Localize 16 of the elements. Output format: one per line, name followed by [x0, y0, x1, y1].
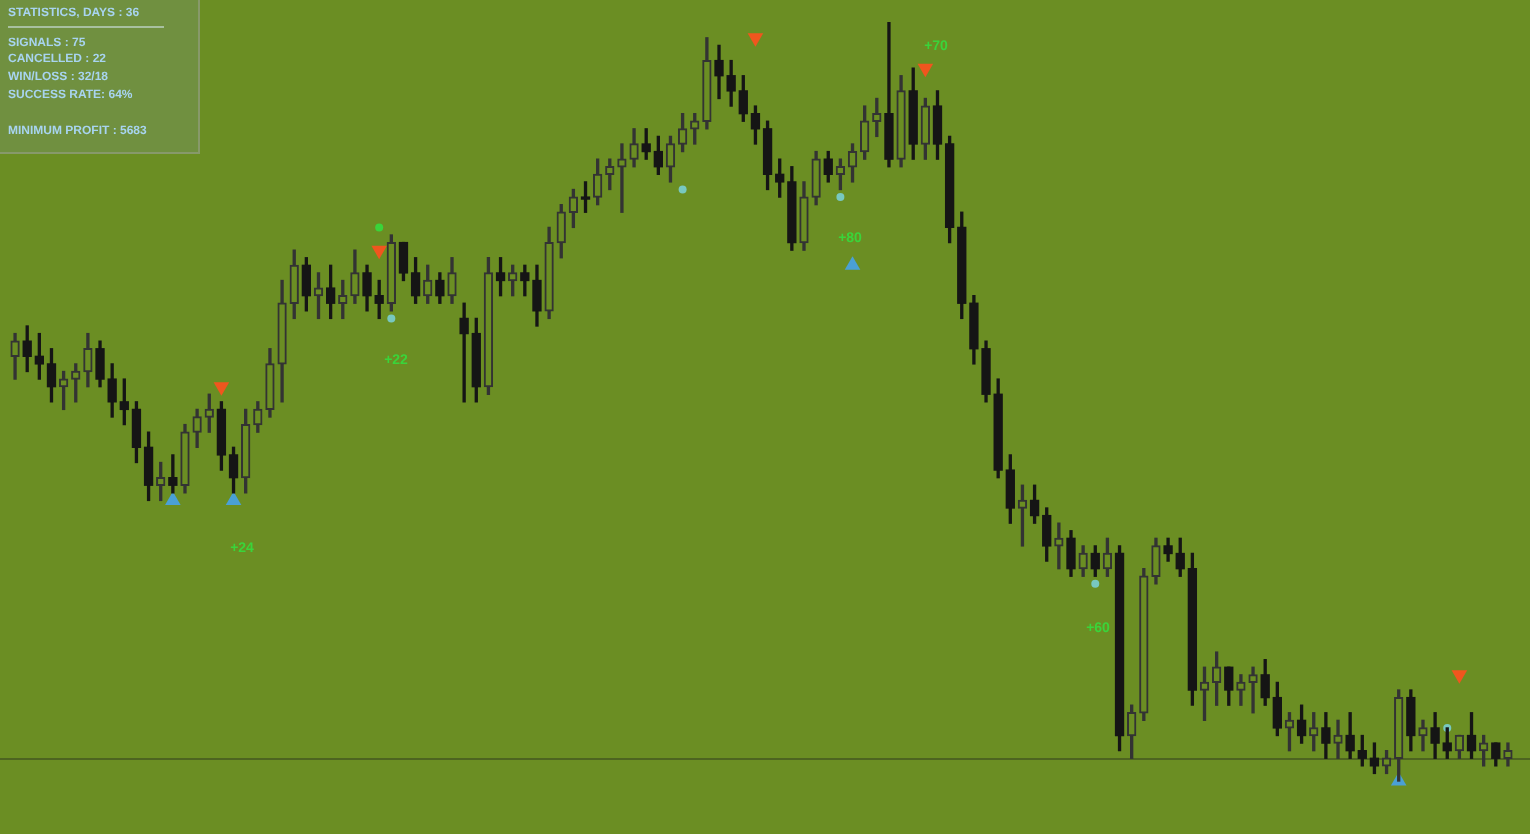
point	[1091, 579, 1100, 588]
point	[678, 185, 687, 194]
candlestick	[1333, 719, 1343, 759]
point	[213, 382, 230, 396]
point	[375, 223, 384, 232]
point	[747, 33, 764, 47]
point	[225, 491, 242, 505]
point	[165, 491, 181, 505]
point	[387, 314, 396, 323]
point	[371, 245, 387, 260]
candlestick	[1054, 522, 1064, 570]
point	[836, 193, 845, 202]
candlestick	[617, 143, 627, 213]
point	[844, 256, 861, 270]
candlestick	[1248, 666, 1258, 714]
point	[917, 63, 934, 78]
